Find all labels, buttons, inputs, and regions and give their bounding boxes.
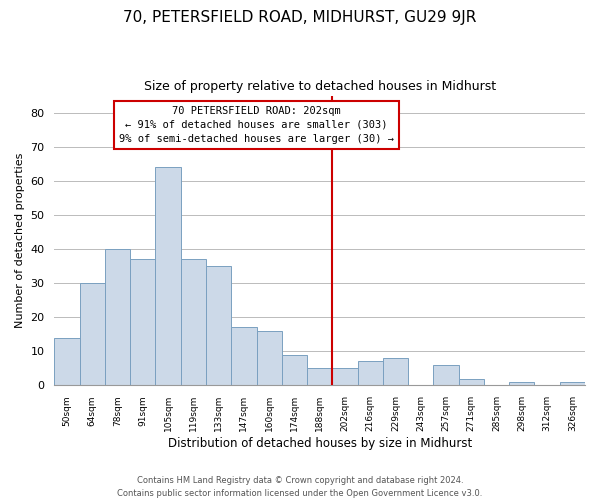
Bar bbox=[155, 167, 181, 386]
Y-axis label: Number of detached properties: Number of detached properties bbox=[15, 153, 25, 328]
Bar bbox=[560, 382, 585, 386]
Bar bbox=[509, 382, 535, 386]
Bar bbox=[383, 358, 408, 386]
Bar bbox=[358, 362, 383, 386]
Text: 70, PETERSFIELD ROAD, MIDHURST, GU29 9JR: 70, PETERSFIELD ROAD, MIDHURST, GU29 9JR bbox=[124, 10, 476, 25]
Bar bbox=[181, 259, 206, 386]
Bar bbox=[130, 259, 155, 386]
Bar bbox=[105, 249, 130, 386]
Bar bbox=[80, 283, 105, 386]
Title: Size of property relative to detached houses in Midhurst: Size of property relative to detached ho… bbox=[143, 80, 496, 93]
Bar bbox=[282, 354, 307, 386]
Bar bbox=[55, 338, 80, 386]
Bar bbox=[332, 368, 358, 386]
Bar bbox=[307, 368, 332, 386]
Text: 70 PETERSFIELD ROAD: 202sqm
← 91% of detached houses are smaller (303)
9% of sem: 70 PETERSFIELD ROAD: 202sqm ← 91% of det… bbox=[119, 106, 394, 144]
Bar bbox=[231, 328, 257, 386]
Bar bbox=[257, 331, 282, 386]
Bar bbox=[206, 266, 231, 386]
X-axis label: Distribution of detached houses by size in Midhurst: Distribution of detached houses by size … bbox=[167, 437, 472, 450]
Bar bbox=[458, 378, 484, 386]
Bar bbox=[433, 365, 458, 386]
Text: Contains HM Land Registry data © Crown copyright and database right 2024.
Contai: Contains HM Land Registry data © Crown c… bbox=[118, 476, 482, 498]
